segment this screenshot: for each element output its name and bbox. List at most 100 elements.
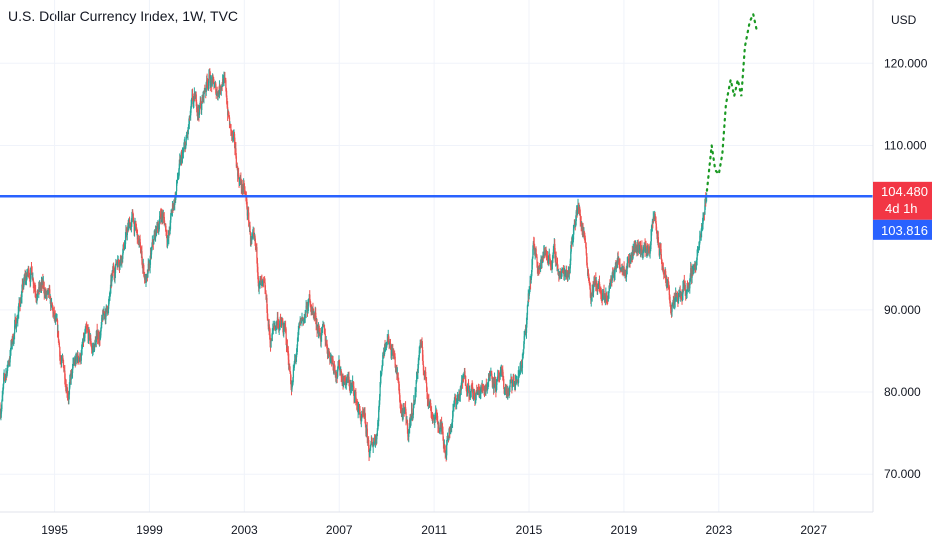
candle-body [35, 294, 37, 299]
candle-body [57, 330, 60, 340]
candle-body [465, 380, 467, 386]
candle-body [669, 300, 671, 307]
candle-body [159, 215, 161, 224]
candle-body [584, 238, 587, 243]
candle-body [124, 246, 126, 250]
candle-body [17, 317, 19, 321]
x-tick-label: 2011 [421, 523, 447, 537]
candle-body [461, 380, 463, 385]
candle-body [625, 267, 628, 278]
candle-body [585, 246, 587, 254]
candle-body [308, 298, 310, 300]
candle-body [205, 82, 207, 92]
candle-body [296, 339, 299, 347]
candle-body [355, 391, 357, 401]
candle-body [10, 342, 12, 352]
candle-body [437, 415, 439, 422]
candle-body [105, 306, 107, 313]
candle-body [611, 272, 613, 281]
candle-body [132, 211, 134, 214]
candle-body [176, 179, 179, 181]
candle-body [489, 375, 491, 381]
candle-body [126, 231, 128, 236]
candle-body [525, 324, 528, 333]
candle-body [277, 317, 279, 324]
candle-body [218, 85, 221, 94]
candle-body [249, 225, 251, 235]
candle-body [496, 381, 498, 385]
candle-body [649, 251, 651, 254]
candle-body [18, 304, 20, 313]
candle-body [384, 344, 386, 354]
candle-body [298, 327, 300, 331]
candle-body [452, 416, 454, 423]
candle-body [305, 305, 307, 313]
candle-body [418, 350, 420, 358]
candle-body [230, 124, 232, 131]
candle-body [420, 344, 422, 347]
candle-body [627, 259, 629, 263]
candle-body [212, 76, 214, 78]
candle-body [442, 439, 445, 444]
x-tick-label: 2019 [611, 523, 638, 537]
candle-body [378, 410, 380, 422]
x-tick-label: 2015 [516, 523, 543, 537]
candle-body [307, 299, 310, 306]
y-tick-label: 110.000 [884, 138, 927, 152]
candle-body [571, 240, 573, 244]
time-axis[interactable]: 1995 1999 2003 2007 2011 2015 2019 2023 2027 [41, 523, 827, 537]
candle-body [315, 312, 317, 319]
grid-lines [0, 0, 873, 512]
candle-body [36, 289, 39, 298]
countdown-label: 4d 1h [885, 201, 918, 216]
forecast-path [705, 10, 758, 192]
candle-body [577, 208, 579, 212]
x-tick-label: 2003 [231, 523, 258, 537]
candle-body [224, 77, 226, 81]
candle-body [452, 408, 454, 417]
candle-body [150, 250, 153, 255]
candle-body [208, 74, 210, 83]
candle-body [35, 291, 37, 295]
line-price-badge [873, 219, 932, 240]
candle-body [285, 339, 288, 348]
candle-body [491, 373, 493, 377]
candle-body [82, 345, 84, 347]
candle-body [607, 295, 609, 302]
candle-body [143, 265, 145, 274]
candle-body [492, 377, 494, 385]
candle-body [103, 311, 106, 315]
candle-body [337, 369, 339, 377]
candle-body [480, 388, 482, 394]
candle-body [464, 371, 466, 377]
candle-body [460, 384, 462, 391]
candle-body [426, 382, 428, 388]
candle-body [402, 409, 404, 414]
candle-body [170, 212, 172, 217]
candle-body [196, 102, 198, 110]
candle-body [463, 378, 465, 380]
candle-body [353, 382, 355, 390]
candle-body [455, 397, 457, 404]
candle-body [414, 392, 416, 402]
candle-body [112, 271, 114, 273]
candle-body [125, 229, 127, 237]
candle-body [388, 336, 390, 342]
candle-body [77, 356, 80, 361]
candle-body [379, 396, 381, 405]
candle-body [256, 247, 258, 258]
candle-body [100, 328, 102, 336]
candle-body [406, 420, 409, 430]
candle-body [322, 325, 324, 329]
candle-body [216, 91, 218, 94]
forecast-dotted-line [705, 10, 758, 192]
candle-body [521, 359, 524, 368]
price-axis[interactable]: USD 70.000 80.000 90.000 110.000 120.000 [884, 13, 928, 481]
candle-body [413, 399, 415, 408]
candle-body [153, 239, 155, 245]
candle-body [446, 438, 448, 445]
chart-title: U.S. Dollar Currency Index, 1W, TVC [8, 8, 239, 24]
candle-body [95, 336, 97, 343]
candle-body [235, 156, 238, 167]
